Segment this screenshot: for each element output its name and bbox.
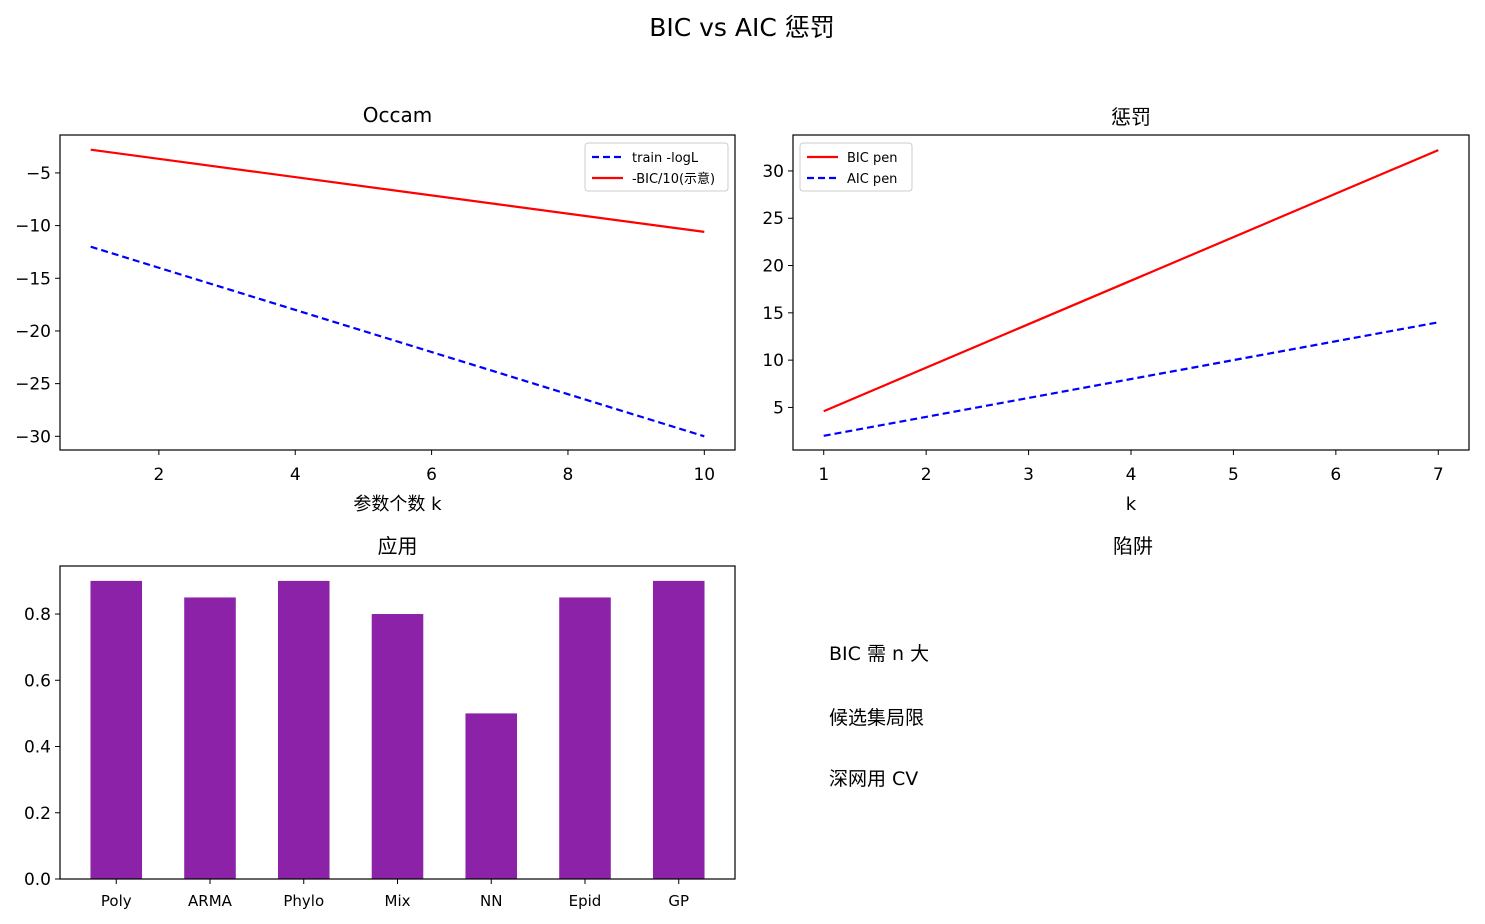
applications-bar-chart: 应用 Poly ARMA Phylo Mix NN Epid GP 0.0 0.2 0.4 0.6 0.… (24, 534, 736, 910)
y-tick-label: 25 (762, 209, 784, 229)
y-tick-label: −30 (15, 427, 51, 447)
legend: BIC pen AIC pen (799, 142, 913, 192)
y-tick-label: −5 (26, 164, 51, 184)
x-tick-label: 6 (426, 465, 437, 485)
pitfalls-panel: 陷阱 BIC 需 n 大 候选集局限 深网用 CV (829, 534, 1153, 790)
x-tick-label: 7 (1433, 465, 1444, 485)
occam-line-chart: Occam 2 4 6 8 10 −5 −10 −15 −20 −25 −30 参数个数 k train … (15, 103, 736, 515)
x-tick-label: Phylo (283, 892, 324, 910)
series-line-1 (90, 148, 705, 233)
x-tick-label: Poly (101, 892, 132, 910)
chart-title: 惩罚 (1111, 105, 1151, 129)
bar (559, 597, 611, 879)
legend-label: BIC pen (847, 151, 897, 166)
series-line-0 (90, 245, 705, 438)
pitfall-note: BIC 需 n 大 (829, 643, 929, 665)
bar (184, 597, 236, 879)
y-tick-label: −15 (15, 269, 51, 289)
x-tick-label: 1 (818, 465, 829, 485)
y-tick-label: −20 (15, 322, 51, 342)
bar (465, 713, 518, 879)
plot-frame (59, 134, 736, 451)
series-line-0 (823, 149, 1439, 413)
x-tick-label: NN (480, 892, 502, 910)
y-tick-label: −10 (15, 217, 51, 237)
legend-label: train -logL (632, 151, 699, 166)
penalty-line-chart: 惩罚 1 2 3 4 5 6 7 5 10 15 20 25 30 k BIC pen AIC pen (762, 105, 1470, 515)
x-axis-title: 参数个数 k (353, 494, 442, 515)
x-tick-label: 10 (693, 465, 715, 485)
y-tick-label: 15 (762, 304, 784, 324)
x-tick-label: 4 (1126, 465, 1137, 485)
y-tick-label: 30 (762, 162, 784, 182)
x-tick-label: 6 (1330, 465, 1341, 485)
x-tick-label: 2 (153, 465, 164, 485)
x-tick-label: 8 (563, 465, 574, 485)
bar (277, 580, 330, 879)
x-axis-title: k (1126, 494, 1137, 515)
legend: train -logL -BIC/10(示意) (584, 142, 729, 192)
y-tick-label: 0.8 (24, 605, 51, 625)
y-tick-label: 0.0 (24, 870, 51, 890)
x-tick-label: Mix (385, 892, 411, 910)
chart-title: Occam (363, 103, 432, 127)
x-tick-label: GP (668, 892, 689, 910)
x-tick-label: 4 (290, 465, 301, 485)
x-tick-label: 2 (921, 465, 932, 485)
chart-title: 应用 (378, 534, 418, 558)
y-tick-label: 10 (762, 351, 784, 371)
series-line-1 (823, 321, 1439, 437)
y-tick-label: −25 (15, 375, 51, 395)
y-tick-label: 0.6 (24, 671, 51, 691)
y-tick-label: 0.4 (24, 738, 51, 758)
x-tick-label: ARMA (188, 892, 233, 910)
y-tick-label: 5 (773, 398, 784, 418)
bar (371, 614, 424, 879)
pitfall-note: 候选集局限 (829, 707, 924, 729)
legend-label: -BIC/10(示意) (632, 171, 715, 187)
x-tick-label: Epid (569, 892, 602, 910)
x-tick-label: 3 (1023, 465, 1034, 485)
bar (90, 580, 143, 879)
bar (652, 580, 705, 879)
y-tick-label: 20 (762, 257, 784, 277)
legend-frame (799, 142, 913, 192)
x-tick-label: 5 (1228, 465, 1239, 485)
figure-title: BIC vs AIC 惩罚 (649, 13, 835, 42)
legend-label: AIC pen (847, 172, 897, 187)
y-tick-label: 0.2 (24, 804, 51, 824)
pitfalls-title: 陷阱 (1113, 534, 1153, 558)
pitfall-note: 深网用 CV (829, 768, 918, 790)
